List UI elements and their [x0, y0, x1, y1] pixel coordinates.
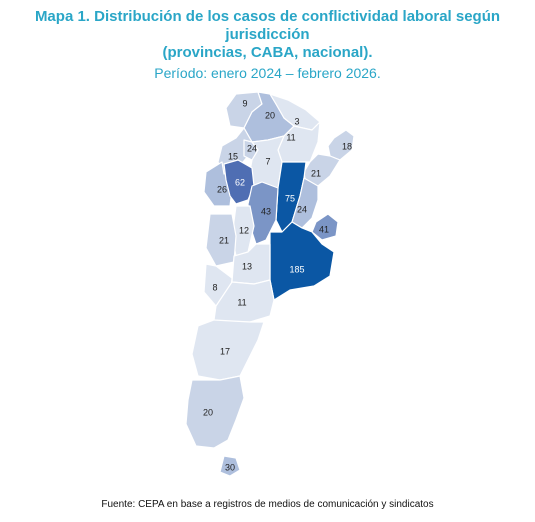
label-san-juan: 43: [261, 206, 271, 216]
label-caba: 41: [319, 224, 329, 234]
region-entre-rios[interactable]: [291, 177, 319, 229]
label-santiago-del-estero: 7: [265, 156, 270, 166]
label-santa-cruz: 20: [203, 407, 213, 417]
label-san-luis: 12: [239, 225, 249, 235]
label-chaco: 11: [286, 132, 295, 142]
period-subtitle: Período: enero 2024 – febrero 2026.: [154, 65, 381, 81]
label-formosa: 3: [294, 116, 299, 126]
label-corrientes: 21: [311, 168, 321, 178]
region-cordoba[interactable]: [223, 159, 255, 205]
label-salta: 20: [265, 110, 275, 120]
label-buenos-aires: 185: [289, 264, 304, 274]
title-line-2: (provincias, CABA, nacional).: [162, 44, 373, 61]
label-jujuy: 9: [242, 98, 247, 108]
region-labels: 9 20 3 11 18 15 24 7 21 26 62 75 24 43 4…: [203, 98, 352, 472]
region-tierra-del-fuego[interactable]: [219, 455, 241, 477]
source-note: Fuente: CEPA en base a registros de medi…: [101, 499, 434, 510]
label-neuquen: 8: [212, 282, 217, 292]
region-chubut[interactable]: [191, 319, 265, 381]
label-misiones: 18: [342, 141, 352, 151]
label-mendoza: 21: [219, 235, 229, 245]
title-line-1: Mapa 1. Distribución de los casos de con…: [34, 8, 501, 43]
label-la-pampa: 13: [242, 261, 252, 271]
label-santa-fe: 75: [285, 193, 295, 203]
region-santa-cruz[interactable]: [185, 375, 245, 449]
label-cordoba: 62: [235, 177, 245, 187]
region-misiones[interactable]: [327, 129, 355, 161]
label-tucuman: 24: [247, 143, 257, 153]
label-rio-negro: 11: [237, 297, 246, 307]
label-tierra-del-fuego: 30: [225, 462, 235, 472]
label-catamarca: 15: [228, 151, 238, 161]
label-la-rioja: 26: [217, 184, 227, 194]
label-chubut: 17: [220, 346, 230, 356]
map-title: Mapa 1. Distribución de los casos de con…: [0, 8, 535, 83]
label-entre-rios: 24: [297, 204, 307, 214]
